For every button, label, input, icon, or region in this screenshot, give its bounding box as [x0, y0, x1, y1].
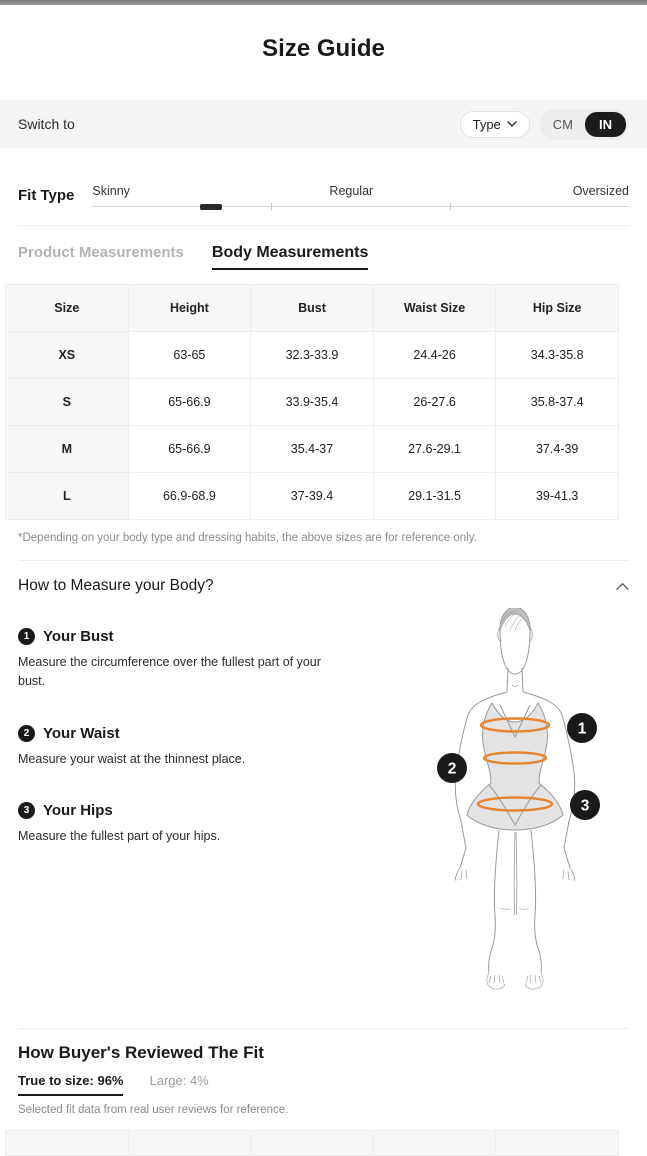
svg-text:2: 2	[448, 761, 457, 778]
svg-text:3: 3	[581, 798, 590, 815]
svg-text:1: 1	[578, 721, 587, 738]
